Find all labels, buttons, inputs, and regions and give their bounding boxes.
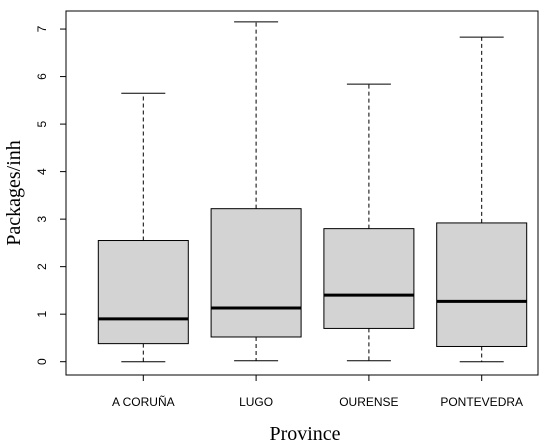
y-tick-label: 4 [35,168,49,175]
y-tick-label: 3 [35,215,49,222]
x-axis: A CORUÑA LUGO OURENSE PONTEVEDRA [112,375,523,409]
plot-frame [65,10,539,376]
box-group [210,21,302,362]
iqr-box [97,240,189,345]
box-group [436,36,528,363]
y-tick-label: 7 [35,25,49,32]
y-axis-title: Packages/inh [3,140,25,246]
x-tick-label: PONTEVEDRA [440,395,523,409]
y-tick-label: 6 [35,73,49,80]
iqr-box [436,222,528,347]
iqr-box [210,208,302,338]
x-tick-label: A CORUÑA [112,395,175,409]
y-axis: 0 1 2 3 4 5 6 7 [35,25,66,365]
x-tick-label: OURENSE [339,395,398,409]
box-group [323,83,415,362]
boxes [97,21,528,363]
iqr-box [323,228,415,329]
y-tick-label: 2 [35,263,49,270]
y-tick-label: 1 [35,311,49,318]
x-tick-label: LUGO [239,395,273,409]
y-tick-label: 5 [35,120,49,127]
y-tick-label: 0 [35,358,49,365]
x-axis-title: Province [269,423,340,445]
box-group [97,92,189,363]
